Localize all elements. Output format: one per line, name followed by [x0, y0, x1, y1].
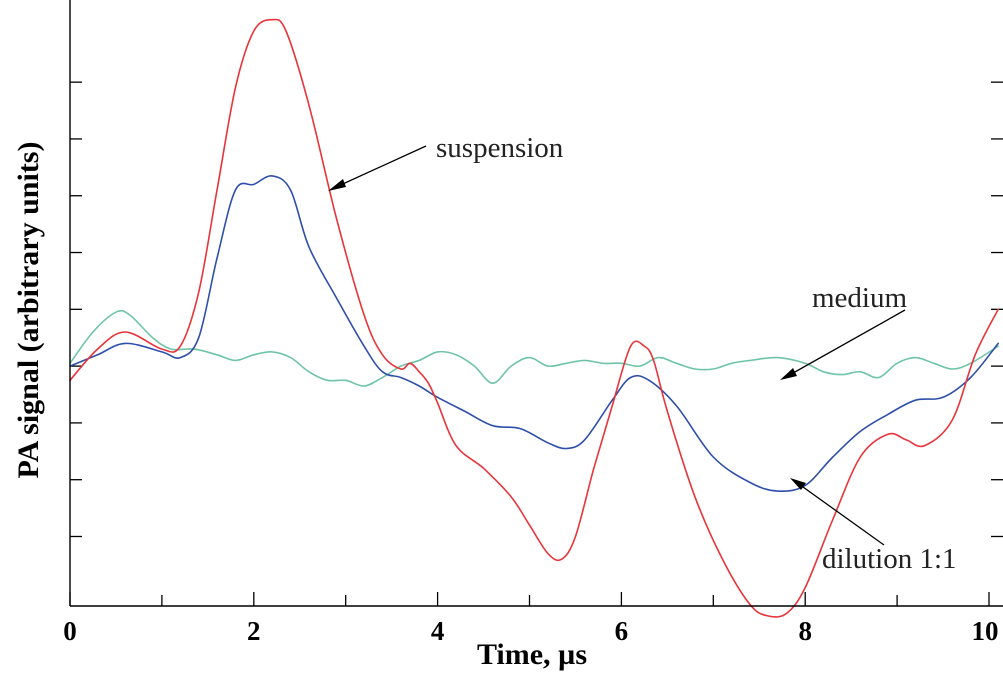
medium-label: medium	[812, 282, 907, 314]
series-line-suspension	[69, 18, 999, 618]
x-tick-label: 10	[972, 616, 999, 646]
annotation-suspension: suspension	[328, 132, 564, 191]
y-axis-title: PA signal (arbitrary units)	[12, 142, 45, 479]
suspension-label: suspension	[436, 132, 564, 164]
annotation-dilution: dilution 1:1	[790, 478, 957, 575]
suspension-arrowhead-icon	[328, 179, 346, 191]
x-axis-title: Time, µs	[477, 638, 587, 671]
dilution-arrowhead-icon	[790, 478, 806, 490]
x-tick-label: 0	[63, 616, 77, 646]
suspension-arrow	[333, 145, 427, 189]
dilution-arrow	[795, 481, 885, 546]
medium-arrow	[785, 309, 906, 378]
medium-arrowhead-icon	[780, 368, 797, 380]
axis-ticks	[69, 81, 1003, 606]
plot-series	[69, 18, 999, 618]
dilution-label: dilution 1:1	[822, 543, 957, 575]
x-tick-labels: 0 2 4 6 8 10	[63, 616, 998, 646]
series-line-dilution-1-1	[69, 175, 999, 493]
annotation-medium: medium	[780, 282, 907, 380]
x-tick-label: 2	[247, 616, 261, 646]
x-tick-label: 8	[798, 616, 812, 646]
series-line-medium	[69, 309, 999, 387]
x-tick-label: 4	[431, 616, 445, 646]
x-tick-label: 6	[615, 616, 629, 646]
